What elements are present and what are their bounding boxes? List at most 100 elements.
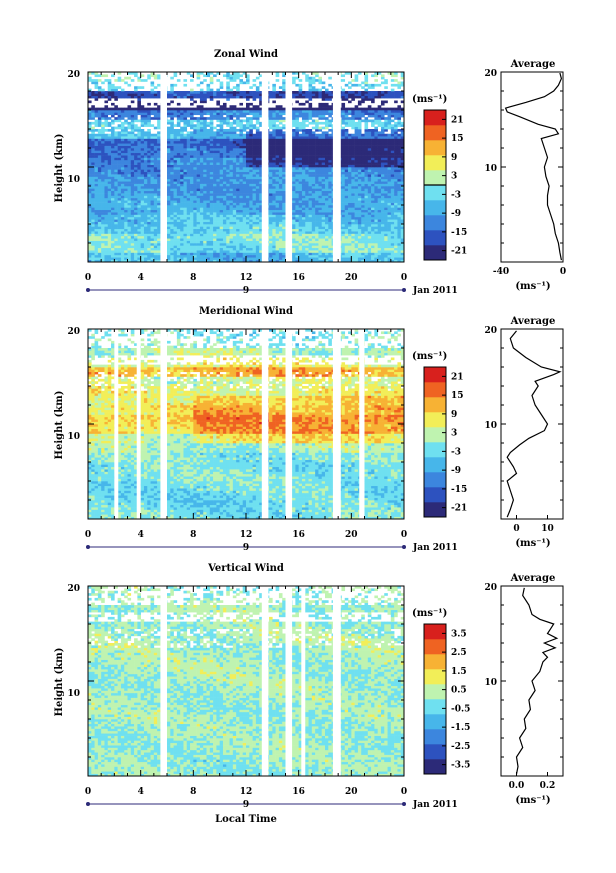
heatmap-cell <box>374 240 378 244</box>
heatmap-cell <box>298 138 303 142</box>
heatmap-cell <box>186 226 191 230</box>
heatmap-cell <box>325 169 329 173</box>
heatmap-cell <box>394 209 398 213</box>
heatmap-cell <box>183 221 188 225</box>
heatmap-cell <box>341 226 346 230</box>
heatmap-cell <box>374 238 378 241</box>
heatmap-cell <box>348 231 352 234</box>
heatmap-cell <box>213 202 217 206</box>
heatmap-cell <box>150 226 155 230</box>
heatmap-cell <box>193 250 197 253</box>
heatmap-cell <box>232 145 237 149</box>
heatmap-cell <box>292 202 296 206</box>
heatmap-cell <box>124 178 128 182</box>
heatmap-cell <box>232 176 237 180</box>
heatmap-cell <box>390 195 395 199</box>
heatmap-cell <box>91 195 95 199</box>
heatmap-cell <box>199 235 204 239</box>
heatmap-cell <box>120 155 125 158</box>
heatmap-cell <box>130 188 135 192</box>
heatmap-cell <box>203 145 207 149</box>
heatmap-cell <box>183 257 188 260</box>
heatmap-cell <box>120 197 125 201</box>
heatmap-cell <box>269 250 273 253</box>
heatmap-cell <box>127 162 132 165</box>
heatmap-cell <box>249 193 253 196</box>
heatmap-cell <box>351 188 355 192</box>
heatmap-cell <box>255 143 260 146</box>
heatmap-cell <box>321 202 326 206</box>
heatmap-cell <box>94 190 99 194</box>
heatmap-cell <box>130 245 135 249</box>
heatmap-cell <box>153 238 158 241</box>
heatmap-cell <box>88 178 92 182</box>
heatmap-cell <box>380 233 385 237</box>
heatmap-cell <box>134 186 138 189</box>
heatmap-cell <box>193 235 197 239</box>
heatmap-cell <box>318 152 323 156</box>
heatmap-cell <box>94 150 99 154</box>
heatmap-cell <box>325 235 329 239</box>
heatmap-cell <box>94 152 99 156</box>
heatmap-cell <box>147 145 151 149</box>
heatmap-cell <box>321 162 326 165</box>
heatmap-cell <box>305 183 309 187</box>
heatmap-cell <box>384 219 388 222</box>
heatmap-cell <box>107 152 112 156</box>
heatmap-cell <box>318 207 323 211</box>
heatmap-cell <box>361 157 365 161</box>
heatmap-cell <box>173 207 178 211</box>
heatmap-cell <box>97 159 102 163</box>
heatmap-cell <box>400 233 405 237</box>
heatmap-cell <box>180 145 184 149</box>
heatmap-cell <box>111 197 115 201</box>
heatmap-cell <box>354 221 359 225</box>
heatmap-cell <box>206 188 211 192</box>
heatmap-cell <box>255 214 260 218</box>
heatmap-cell <box>190 188 194 192</box>
heatmap-cell <box>315 183 319 187</box>
heatmap-cell <box>394 202 398 206</box>
heatmap-cell <box>203 257 207 260</box>
heatmap-cell <box>147 181 151 184</box>
heatmap-cell <box>134 245 138 249</box>
heatmap-cell <box>259 205 263 208</box>
heatmap-cell <box>157 188 161 192</box>
heatmap-cell <box>384 148 388 151</box>
heatmap-cell <box>341 205 346 208</box>
heatmap-cell <box>292 231 296 234</box>
heatmap-cell <box>120 226 125 230</box>
heatmap-cell <box>318 195 323 199</box>
heatmap-cell <box>104 209 109 213</box>
heatmap-cell <box>196 138 201 142</box>
heatmap-cell <box>255 164 260 168</box>
heatmap-cell <box>117 245 122 249</box>
heatmap-cell <box>199 157 204 161</box>
heatmap-cell <box>88 238 92 241</box>
heatmap-cell <box>153 162 158 165</box>
heatmap-cell <box>305 240 309 244</box>
heatmap-cell <box>232 252 237 256</box>
heatmap-cell <box>295 159 299 163</box>
heatmap-cell <box>255 221 260 225</box>
heatmap-cell <box>193 245 197 249</box>
heatmap-cell <box>321 181 326 184</box>
heatmap-cell <box>127 252 132 256</box>
heatmap-cell <box>97 164 102 168</box>
heatmap-cell <box>252 145 257 149</box>
heatmap-cell <box>305 259 309 263</box>
heatmap-cell <box>275 250 280 253</box>
heatmap-cell <box>222 219 227 222</box>
heatmap-cell <box>157 167 161 170</box>
heatmap-cell <box>91 226 95 230</box>
heatmap-cell <box>229 200 234 203</box>
heatmap-cell <box>374 164 378 168</box>
heatmap-cell <box>140 250 145 253</box>
heatmap-cell <box>301 162 306 165</box>
heatmap-cell <box>232 193 237 196</box>
heatmap-cell <box>311 243 316 246</box>
heatmap-cell <box>196 252 201 256</box>
heatmap-cell <box>91 224 95 227</box>
heatmap-cell <box>193 195 197 199</box>
heatmap-cell <box>176 219 181 222</box>
